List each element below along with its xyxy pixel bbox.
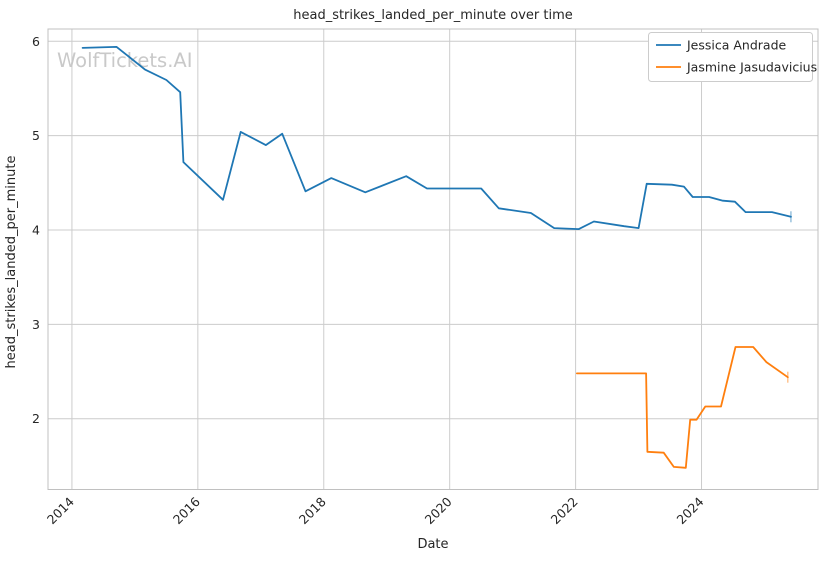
y-tick-label: 6 bbox=[32, 34, 40, 49]
chart-title: head_strikes_landed_per_minute over time bbox=[293, 8, 573, 23]
y-axis-label: head_strikes_landed_per_minute bbox=[4, 156, 19, 369]
x-tick-label: 2020 bbox=[422, 494, 455, 527]
legend-label-jasmine-jasudavicius: Jasmine Jasudavicius bbox=[686, 60, 817, 75]
plot-border bbox=[47, 28, 819, 490]
y-tick-label: 2 bbox=[32, 411, 40, 426]
x-tick-label: 2016 bbox=[170, 494, 203, 527]
watermark: WolfTickets.AI bbox=[57, 49, 193, 72]
legend: Jessica Andrade Jasmine Jasudavicius bbox=[648, 32, 817, 82]
series-line-jessica-andrade bbox=[81, 46, 792, 231]
x-tick-label: 2022 bbox=[548, 494, 581, 527]
y-tick-label: 3 bbox=[32, 317, 40, 332]
x-tick-label: 2014 bbox=[44, 494, 77, 527]
data-series bbox=[81, 46, 792, 469]
legend-label-jessica-andrade: Jessica Andrade bbox=[686, 38, 787, 53]
x-tick-label: 2024 bbox=[674, 494, 707, 527]
gridlines bbox=[48, 29, 818, 490]
y-tick-label: 4 bbox=[32, 222, 40, 237]
x-axis-label: Date bbox=[417, 537, 448, 552]
axis-ticks: 2014 2016 2018 2020 2022 2024 2 3 4 5 6 bbox=[32, 34, 707, 527]
series-line-jasmine-jasudavicius bbox=[576, 346, 789, 469]
x-tick-label: 2018 bbox=[296, 494, 329, 527]
y-tick-label: 5 bbox=[32, 128, 40, 143]
legend-box bbox=[648, 32, 813, 82]
